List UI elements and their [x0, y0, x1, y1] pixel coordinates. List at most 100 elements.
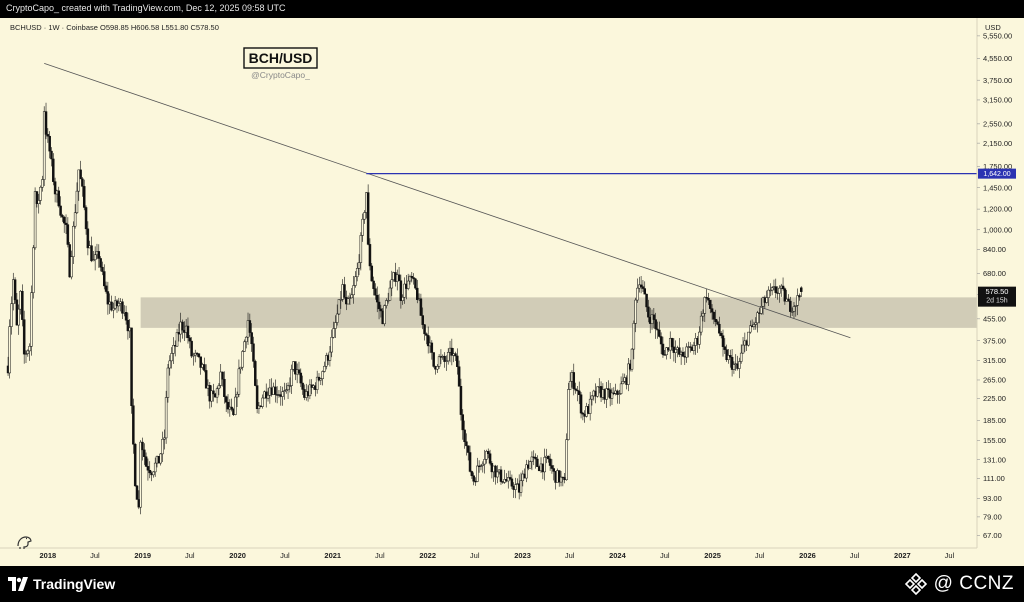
candle-body	[725, 349, 728, 360]
tradingview-logo[interactable]: TradingView	[8, 575, 115, 593]
candle-body	[274, 386, 277, 395]
time-tick-label: 2023	[514, 551, 531, 560]
candle-body	[514, 484, 517, 490]
candle-body	[372, 280, 375, 289]
support-zone	[140, 297, 977, 328]
candle-body	[261, 397, 264, 407]
dino-icon[interactable]	[17, 536, 32, 549]
candle-body	[325, 355, 328, 367]
time-tick-label: Jul	[280, 551, 290, 560]
candle-body	[634, 299, 637, 324]
candle-body	[301, 382, 304, 390]
candle-body	[654, 319, 657, 330]
candle-body	[243, 341, 246, 352]
candle-body	[290, 368, 293, 386]
candle-body	[557, 470, 561, 483]
price-axis-unit: USD	[985, 23, 1001, 32]
candle-body	[330, 337, 333, 353]
attribution-bar: CryptoCapo_ created with TradingView.com…	[0, 0, 1024, 18]
candle-body	[790, 311, 794, 313]
candle-body	[79, 169, 82, 180]
candle-body	[618, 393, 621, 395]
candle-body	[21, 290, 24, 320]
time-tick-label: Jul	[470, 551, 480, 560]
title-box	[243, 47, 318, 69]
chart-legend-line: BCHUSD · 1W · Coinbase O598.85 H606.58 L…	[10, 23, 219, 32]
candle-body	[399, 280, 403, 301]
time-tick-label: Jul	[755, 551, 765, 560]
candle-body	[84, 207, 88, 230]
candle-body	[732, 364, 736, 370]
time-tick-label: Jul	[660, 551, 670, 560]
price-tick-label: 375.00	[983, 336, 1006, 345]
price-tick-label: 1,750.00	[983, 162, 1012, 171]
candle-body	[288, 385, 292, 387]
candle-body	[729, 355, 732, 358]
candle-body	[536, 458, 539, 467]
candle-body	[57, 190, 61, 207]
candle-body	[445, 360, 448, 362]
price-chart[interactable]: 5,550.00 4,550.00 3,750.00 3,150.00 2,550.00…	[0, 0, 1024, 566]
candle-body	[796, 295, 799, 306]
candle-body	[212, 390, 215, 395]
time-tick-label: 2024	[609, 551, 627, 560]
candle-body	[39, 186, 42, 201]
candle-body	[709, 299, 712, 309]
time-tick-label: 2018	[39, 551, 56, 560]
candle-body	[581, 412, 585, 415]
candle-body	[350, 294, 354, 299]
price-tick-label: 4,550.00	[983, 54, 1012, 63]
price-tick-label: 225.00	[983, 394, 1006, 403]
candle-body	[248, 320, 252, 333]
candle-body	[794, 305, 798, 307]
candle-body	[616, 390, 619, 395]
candle-body	[486, 451, 490, 454]
candle-body	[62, 216, 66, 224]
candle-body	[388, 287, 392, 301]
candle-body	[739, 352, 743, 362]
candle-body	[359, 235, 363, 263]
candle-body	[101, 266, 104, 272]
candle-body	[403, 283, 406, 298]
time-tick-label: 2027	[894, 551, 911, 560]
candle-body	[352, 285, 355, 296]
candle-body	[217, 385, 221, 389]
candle-body	[126, 319, 130, 332]
candle-body	[328, 351, 332, 361]
candle-body	[719, 332, 723, 336]
time-tick-label: Jul	[185, 551, 195, 560]
candle-body	[456, 355, 459, 367]
candle-body	[223, 378, 226, 397]
annotation-lines	[44, 63, 977, 339]
candle-body	[72, 225, 75, 257]
candle-body	[383, 305, 386, 325]
candle-body	[44, 111, 48, 135]
chart-watermark: @CryptoCapo_	[251, 70, 310, 80]
candle-body	[721, 335, 725, 347]
candle-body	[712, 311, 716, 320]
candle-body	[354, 276, 357, 286]
candle-body	[466, 445, 470, 453]
candle-body	[164, 397, 168, 439]
candle-body	[457, 366, 461, 387]
candle-body	[778, 287, 781, 294]
candle-body	[576, 389, 579, 392]
candle-body	[168, 360, 172, 369]
candle-body	[117, 303, 121, 307]
candle-body	[46, 134, 50, 137]
candle-body	[678, 347, 681, 355]
ccnz-watermark: @ CCNZ	[904, 572, 1014, 596]
candle-body	[519, 480, 523, 493]
candle-body	[510, 478, 514, 487]
candle-body	[308, 384, 312, 397]
candle-body	[543, 457, 546, 473]
candle-body	[73, 212, 77, 227]
candle-body	[752, 324, 756, 327]
candle-body	[507, 477, 510, 482]
price-tick-label: 455.00	[983, 314, 1006, 323]
time-tick-label: Jul	[375, 551, 385, 560]
candle-body	[699, 315, 703, 333]
candles-layer	[6, 102, 803, 515]
candle-body	[425, 333, 428, 336]
candle-body	[24, 353, 28, 355]
